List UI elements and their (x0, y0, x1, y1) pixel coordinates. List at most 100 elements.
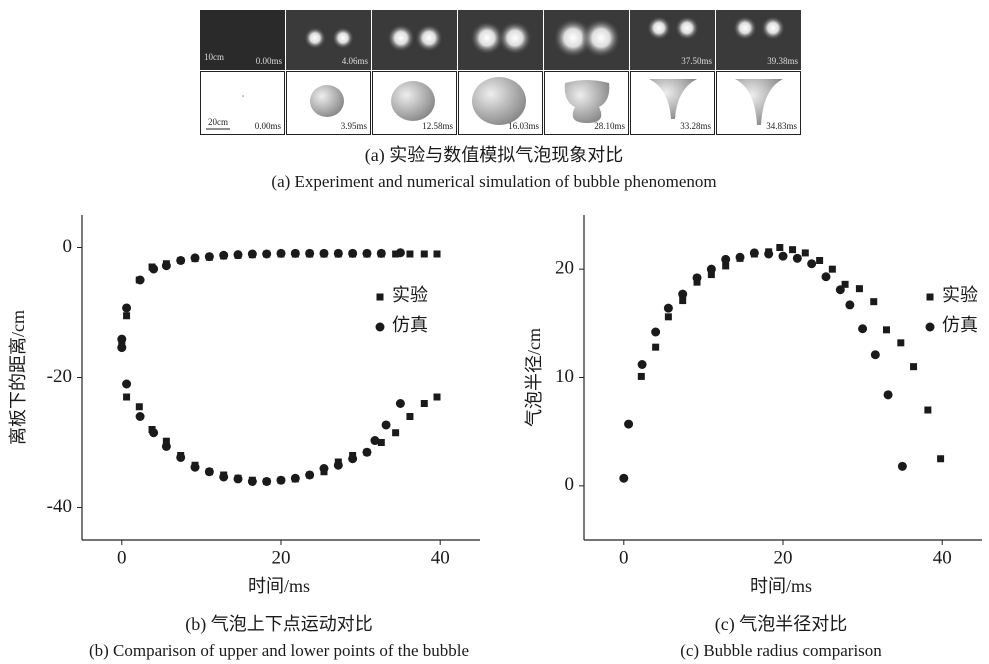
point (149, 428, 159, 438)
point (420, 250, 428, 258)
bubble-glow (647, 16, 671, 40)
point (348, 248, 358, 258)
point (692, 273, 702, 283)
frame-time: 12.58ms (422, 121, 453, 131)
legend-label: 实验 (392, 285, 428, 305)
point (149, 264, 159, 274)
point (764, 249, 774, 259)
point (135, 403, 143, 411)
point (233, 250, 243, 260)
point (190, 462, 200, 472)
point (420, 400, 428, 407)
point (395, 248, 405, 258)
point (721, 254, 731, 264)
scale-label: 20cm (208, 117, 228, 127)
point (637, 360, 647, 369)
point (897, 339, 905, 347)
point (652, 343, 660, 351)
frame-time: 16.03ms (508, 121, 539, 131)
point (664, 313, 672, 321)
point (123, 312, 131, 320)
bubble-glow (761, 16, 785, 40)
legend-marker (925, 322, 935, 332)
point (910, 363, 918, 371)
point (624, 419, 634, 429)
point (135, 275, 145, 285)
point (706, 264, 716, 274)
y-tick-label: 0 (63, 236, 73, 257)
point (882, 326, 890, 334)
point (122, 303, 132, 313)
point (433, 250, 441, 258)
legend-label: 实验 (942, 285, 978, 305)
bubble (735, 79, 783, 125)
point (870, 298, 878, 306)
point (801, 249, 809, 257)
caption: (c) 气泡半径对比 (715, 614, 847, 635)
bubble-glow (470, 21, 504, 55)
y-tick-label: 20 (555, 258, 574, 279)
frame-time: 0.00ms (255, 121, 282, 131)
point (924, 406, 932, 414)
legend-marker (375, 322, 385, 332)
point (381, 420, 391, 430)
point (333, 248, 343, 258)
point (117, 343, 127, 353)
y-tick-label: -40 (47, 496, 72, 517)
bubble (310, 85, 344, 117)
point (376, 248, 386, 258)
frame-time: 3.95ms (341, 121, 368, 131)
y-axis-label: 离板下的距离/cm (8, 310, 28, 445)
bubble (472, 77, 526, 125)
caption-en: (b) Comparison of upper and lower points… (89, 641, 469, 660)
image-strip: 0.00ms 4.06ms 37.50ms 39.38ms 10cm 0.00ms 3.95… (200, 10, 801, 135)
frame-time: 33.28ms (680, 121, 711, 131)
point (619, 473, 629, 483)
legend-label: 仿真 (392, 315, 428, 335)
point (319, 248, 329, 258)
point (135, 412, 145, 421)
point (190, 253, 200, 263)
x-tick-label: 0 (619, 547, 629, 568)
x-axis-label: 时间/ms (248, 576, 310, 596)
point (651, 327, 661, 337)
point (395, 399, 405, 408)
frame-time: 34.83ms (766, 121, 797, 131)
point (821, 272, 831, 282)
point (776, 244, 784, 251)
point (663, 303, 673, 313)
bubble-glow (332, 27, 354, 49)
point (233, 474, 243, 484)
point (883, 390, 893, 400)
bubble (564, 80, 610, 123)
seed (242, 95, 244, 97)
point (290, 248, 300, 258)
bubble-glow (304, 27, 326, 49)
experiment-frame (286, 10, 371, 70)
bubble-glow (553, 18, 593, 58)
bubble (649, 79, 697, 119)
point (749, 248, 759, 258)
point (870, 350, 880, 360)
point (176, 256, 186, 265)
point (828, 265, 836, 273)
caption-en: (c) Bubble radius comparison (680, 641, 882, 660)
point (370, 436, 380, 446)
point (841, 280, 849, 288)
x-tick-label: 0 (117, 547, 127, 568)
x-axis-label: 时间/ms (750, 576, 812, 596)
caption: (a) 实验与数值模拟气泡现象对比 (365, 145, 623, 166)
point (377, 439, 385, 446)
point (176, 452, 186, 462)
bubble (391, 81, 435, 121)
point (722, 262, 730, 270)
point (305, 248, 315, 258)
experiment-frame (630, 10, 715, 70)
point (707, 271, 715, 279)
point (204, 467, 214, 477)
point (247, 249, 257, 259)
point (290, 473, 300, 483)
point (161, 261, 171, 271)
point (362, 447, 372, 457)
point (319, 464, 329, 473)
